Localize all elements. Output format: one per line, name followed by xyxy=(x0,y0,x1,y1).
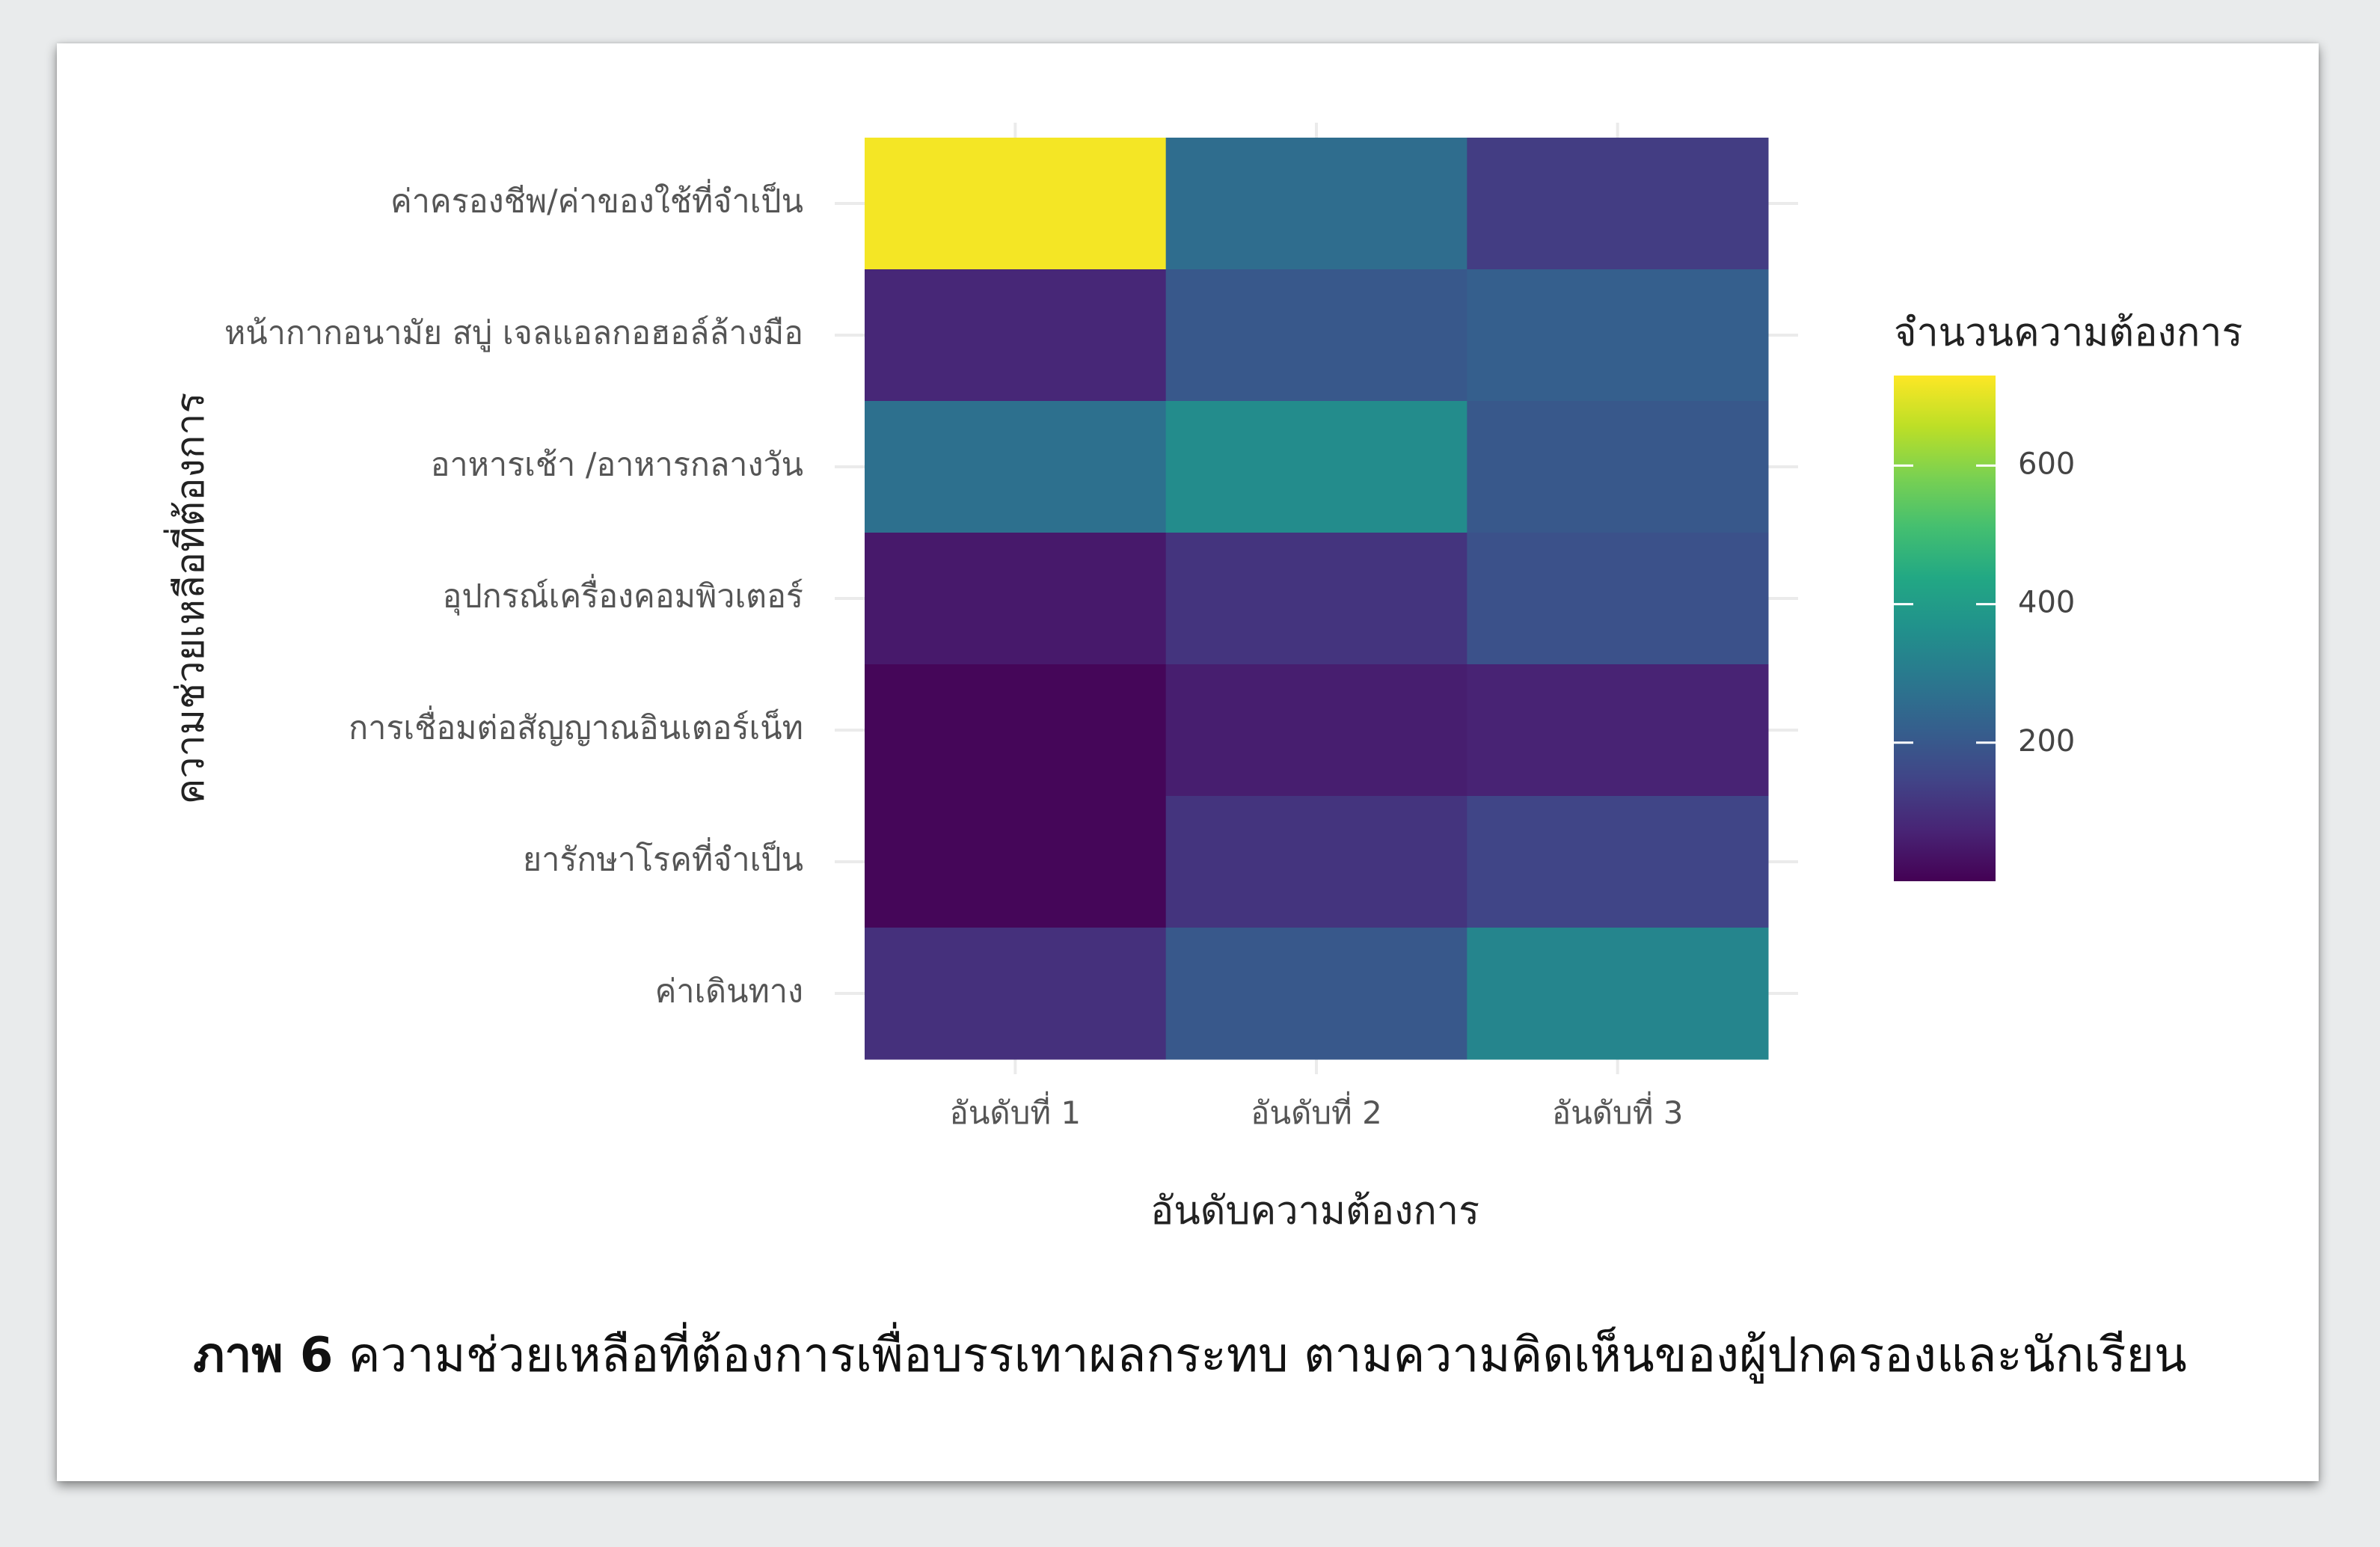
legend-title: จำนวนความต้องการ xyxy=(1894,310,2242,355)
heatmap-cell xyxy=(865,269,1167,402)
heatmap-cell xyxy=(1467,269,1769,402)
heatmap-cell xyxy=(865,533,1167,665)
x-axis-title: อันดับความต้องการ xyxy=(1150,1189,1479,1234)
x-tick-label: อันดับที่ 3 xyxy=(1552,1091,1684,1131)
heatmap-cell xyxy=(1467,533,1769,665)
legend: จำนวนความต้องการ 200 400 600 xyxy=(1894,310,2242,881)
heatmap-cell xyxy=(1467,401,1769,533)
heatmap-cell xyxy=(1467,138,1769,270)
legend-tick-label: 600 xyxy=(2018,447,2075,481)
legend-colorbar xyxy=(1894,376,1996,881)
heatmap-cell xyxy=(1467,796,1769,928)
y-tick-label: อาหารเช้า /อาหารกลางวัน xyxy=(431,447,803,484)
caption-text: ความช่วยเหลือที่ต้องการเพื่อบรรเทาผลกระท… xyxy=(333,1328,2187,1383)
x-tick-label: อันดับที่ 2 xyxy=(1251,1091,1382,1131)
heatmap-cell xyxy=(1165,928,1467,1060)
heatmap-cell xyxy=(1165,664,1467,797)
legend-tick-label: 200 xyxy=(2018,724,2075,759)
heatmap-cell xyxy=(1165,796,1467,928)
y-tick-label: หน้ากากอนามัย สบู่ เจลแอลกอฮอล์ล้างมือ xyxy=(224,315,803,353)
heatmap-cell xyxy=(865,138,1167,270)
figure-caption: ภาพ 6 ความช่วยเหลือที่ต้องการเพื่อบรรเทา… xyxy=(0,1317,2380,1393)
heatmap-cell xyxy=(1165,138,1467,270)
y-tick-label: อุปกรณ์เครื่องคอมพิวเตอร์ xyxy=(443,575,804,616)
heatmap-cell xyxy=(865,928,1167,1060)
x-tick-labels: อันดับที่ 1 อันดับที่ 2 อันดับที่ 3 xyxy=(950,1091,1684,1131)
heatmap-cell xyxy=(865,401,1167,533)
heatmap-cell xyxy=(865,664,1167,797)
heatmap-cell xyxy=(865,796,1167,928)
heatmap-cell xyxy=(1165,533,1467,665)
legend-tick-label: 400 xyxy=(2018,586,2075,620)
heatmap-cell xyxy=(1165,269,1467,402)
heatmap-cell xyxy=(1165,401,1467,533)
heatmap-cell xyxy=(1467,664,1769,797)
caption-label: ภาพ 6 xyxy=(193,1328,334,1383)
y-tick-label: ยารักษาโรคที่จำเป็น xyxy=(523,838,803,879)
x-tick-label: อันดับที่ 1 xyxy=(950,1091,1082,1131)
y-tick-labels: ค่าครองชีพ/ค่าของใช้ที่จำเป็นหน้ากากอนาม… xyxy=(224,180,803,1011)
legend-ticks: 200 400 600 xyxy=(1894,447,2075,759)
heatmap-cell xyxy=(1467,928,1769,1060)
y-axis-title: ความช่วยเหลือที่ต้องการ xyxy=(163,393,213,805)
y-tick-label: ค่าครองชีพ/ค่าของใช้ที่จำเป็น xyxy=(390,180,803,221)
heatmap-cells xyxy=(865,138,1769,1060)
y-tick-label: การเชื่อมต่อสัญญาณอินเตอร์เน็ท xyxy=(349,706,803,747)
y-tick-label: ค่าเดินทาง xyxy=(655,973,803,1011)
